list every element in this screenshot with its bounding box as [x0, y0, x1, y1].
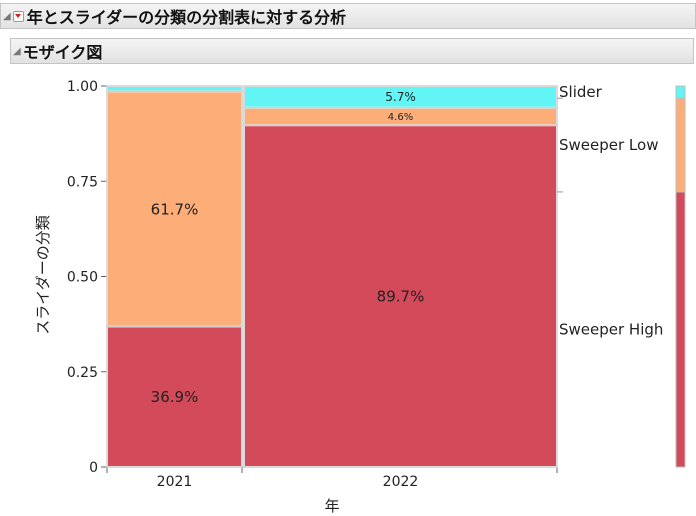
- legend-label: Slider: [559, 83, 603, 101]
- x-axis-label: 年: [324, 497, 339, 515]
- marginal-bar-segment: [675, 191, 686, 468]
- x-tick-label: 2021: [157, 474, 193, 490]
- y-tick-label: 0.50: [67, 270, 98, 286]
- mosaic-plot: 0 0.25 0.50 0.75 1.00 2021 2022 36.9% 61.7% 89.7…: [34, 79, 686, 515]
- mosaic-cell-border: [243, 85, 558, 109]
- y-tick-label: 1.00: [67, 79, 98, 95]
- legend-label: Sweeper High: [559, 320, 663, 338]
- report-header: ◢ 年とスライダーの分類の分割表に対する分析: [0, 3, 696, 29]
- mosaic-cell: [245, 108, 556, 125]
- cell-percent-label: 4.6%: [388, 112, 413, 123]
- mosaic-cell: [108, 87, 241, 91]
- red-triangle-menu-icon[interactable]: [12, 10, 24, 22]
- mosaic-cell: [108, 92, 241, 326]
- y-tick-label: 0: [89, 460, 98, 476]
- mosaic-cell: [108, 327, 241, 466]
- y-axis-label: スライダーの分類: [34, 215, 52, 334]
- cell-percent-label: 89.7%: [377, 288, 425, 306]
- mosaic-cell: [245, 126, 556, 467]
- section-header: ◢ モザイク図: [10, 38, 694, 64]
- disclosure-triangle-icon[interactable]: ◢: [13, 45, 21, 57]
- report-title: 年とスライダーの分類の分割表に対する分析: [26, 8, 347, 27]
- mosaic-cell-border: [106, 85, 243, 93]
- legend-label: Sweeper Low: [559, 136, 658, 154]
- y-tick-label: 0.75: [67, 174, 98, 190]
- marginal-bar-segment: [675, 97, 686, 193]
- disclosure-triangle-icon[interactable]: ◢: [3, 10, 11, 22]
- x-tick-label: 2022: [383, 474, 419, 490]
- mosaic-cell: [245, 87, 556, 107]
- marginal-bar-segment: [675, 85, 686, 99]
- cell-percent-label: 61.7%: [151, 200, 199, 218]
- cell-percent-label: 5.7%: [385, 90, 416, 104]
- cell-percent-label: 36.9%: [151, 388, 199, 406]
- section-title: モザイク図: [22, 43, 103, 62]
- y-tick-label: 0.25: [67, 365, 98, 381]
